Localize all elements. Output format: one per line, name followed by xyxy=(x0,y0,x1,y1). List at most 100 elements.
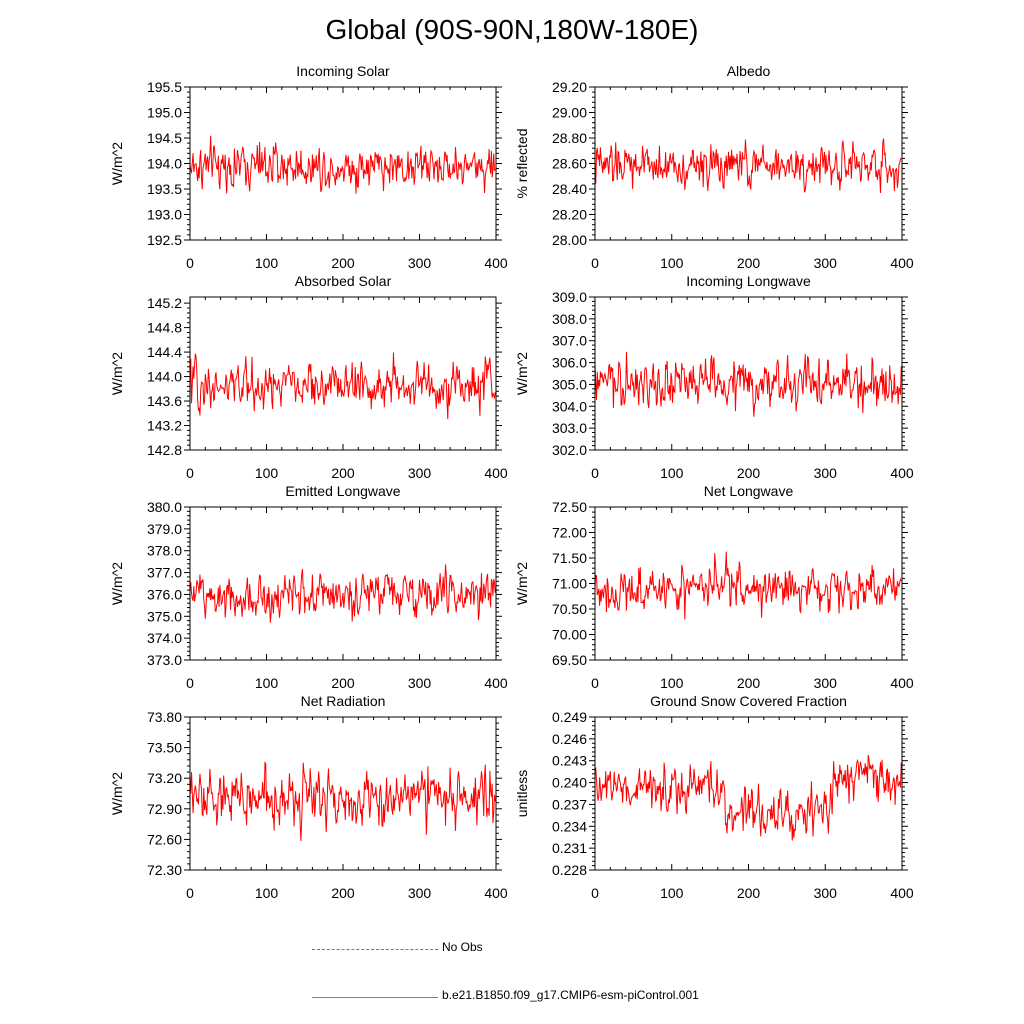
legend-label-no-obs: No Obs xyxy=(442,940,483,954)
panel-ground-snow-covered-fraction-xtick-label: 300 xyxy=(814,885,838,901)
panel-incoming-solar-ytick-label: 195.0 xyxy=(147,105,182,121)
panel-incoming-longwave-ytick-label: 307.0 xyxy=(552,333,587,349)
panel-emitted-longwave-xtick-label: 400 xyxy=(484,675,508,691)
panel-incoming-solar-ytick-label: 193.0 xyxy=(147,207,182,223)
panel-albedo-ylabel: % reflected xyxy=(514,128,530,198)
panel-incoming-solar-series-line xyxy=(189,135,496,194)
panel-net-radiation-ytick-label: 73.20 xyxy=(147,770,182,786)
panel-albedo-series-line xyxy=(594,138,902,194)
panel-incoming-solar-ytick-label: 193.5 xyxy=(147,181,182,197)
panel-ground-snow-covered-fraction-series-line xyxy=(594,754,902,841)
panel-net-radiation-xtick-label: 200 xyxy=(331,885,355,901)
panel-ground-snow-covered-fraction-ytick-label: 0.228 xyxy=(552,862,587,878)
panel-net-longwave-xtick-label: 400 xyxy=(890,675,914,691)
panel-net-radiation-xtick-label: 400 xyxy=(484,885,508,901)
panel-ground-snow-covered-fraction-ylabel: unitless xyxy=(514,770,530,817)
panel-emitted-longwave-xtick-label: 100 xyxy=(255,675,279,691)
panel-emitted-longwave-xtick-label: 300 xyxy=(408,675,432,691)
panel-albedo-ytick-label: 29.00 xyxy=(552,105,587,121)
panel-emitted-longwave-ytick-label: 379.0 xyxy=(147,521,182,537)
panel-net-longwave-xtick-label: 0 xyxy=(591,675,599,691)
panel-incoming-solar-title: Incoming Solar xyxy=(296,63,390,79)
panel-ground-snow-covered-fraction-xtick-label: 200 xyxy=(737,885,761,901)
panel-net-radiation-ytick-label: 72.90 xyxy=(147,801,182,817)
panel-incoming-longwave-title: Incoming Longwave xyxy=(686,273,811,289)
panel-net-longwave-ytick-label: 72.00 xyxy=(552,525,587,541)
figure-title: Global (90S-90N,180W-180E) xyxy=(325,14,699,45)
panel-emitted-longwave-ytick-label: 380.0 xyxy=(147,499,182,515)
panel-absorbed-solar-xtick-label: 400 xyxy=(484,465,508,481)
panel-emitted-longwave-xtick-label: 200 xyxy=(331,675,355,691)
panel-net-longwave-series-line xyxy=(594,551,902,620)
panel-incoming-longwave-xtick-label: 400 xyxy=(890,465,914,481)
panel-albedo-xtick-label: 200 xyxy=(737,255,761,271)
panel-net-radiation-ytick-label: 72.60 xyxy=(147,831,182,847)
panel-net-longwave-ylabel: W/m^2 xyxy=(514,562,530,605)
panel-incoming-solar-xtick-label: 400 xyxy=(484,255,508,271)
panel-absorbed-solar-ytick-label: 145.2 xyxy=(147,295,182,311)
panel-incoming-solar-ytick-label: 192.5 xyxy=(147,232,182,248)
panel-absorbed-solar-xtick-label: 300 xyxy=(408,465,432,481)
panel-ground-snow-covered-fraction-ytick-label: 0.240 xyxy=(552,775,587,791)
panel-incoming-longwave-ytick-label: 305.0 xyxy=(552,376,587,392)
panel-incoming-solar: Incoming Solar W/m^2 0 100 200 300 400 192.5 193… xyxy=(109,63,508,271)
panel-incoming-longwave-ytick-label: 303.0 xyxy=(552,420,587,436)
panel-albedo-xtick-label: 100 xyxy=(660,255,684,271)
panel-ground-snow-covered-fraction-ytick-label: 0.249 xyxy=(552,709,587,725)
panel-emitted-longwave-xtick-label: 0 xyxy=(186,675,194,691)
panel-net-radiation-ytick-label: 72.30 xyxy=(147,862,182,878)
panel-absorbed-solar-xtick-label: 0 xyxy=(186,465,194,481)
panel-net-longwave: Net Longwave W/m^2 0 100 200 300 400 69.50 70.00… xyxy=(514,483,914,691)
panel-incoming-longwave-ytick-label: 309.0 xyxy=(552,289,587,305)
panel-absorbed-solar-ytick-label: 144.4 xyxy=(147,344,182,360)
panel-incoming-longwave-xtick-label: 0 xyxy=(591,465,599,481)
panel-albedo-ytick-label: 29.20 xyxy=(552,79,587,95)
panel-net-radiation-title: Net Radiation xyxy=(301,693,386,709)
panel-absorbed-solar-title: Absorbed Solar xyxy=(295,273,392,289)
panel-absorbed-solar-ytick-label: 142.8 xyxy=(147,442,182,458)
panel-emitted-longwave-title: Emitted Longwave xyxy=(285,483,400,499)
panel-ground-snow-covered-fraction-title: Ground Snow Covered Fraction xyxy=(650,693,847,709)
panel-incoming-longwave-ytick-label: 304.0 xyxy=(552,398,587,414)
panel-net-longwave-xtick-label: 200 xyxy=(737,675,761,691)
panel-incoming-longwave-ytick-label: 302.0 xyxy=(552,442,587,458)
panel-incoming-longwave-ytick-label: 306.0 xyxy=(552,355,587,371)
panel-incoming-solar-ytick-label: 194.0 xyxy=(147,156,182,172)
panel-albedo-ytick-label: 28.80 xyxy=(552,130,587,146)
panel-net-longwave-ytick-label: 71.50 xyxy=(552,550,587,566)
legend-line-dashed xyxy=(312,949,438,950)
panel-absorbed-solar-ytick-label: 143.6 xyxy=(147,393,182,409)
panel-incoming-solar-ylabel: W/m^2 xyxy=(109,142,125,185)
panel-incoming-longwave: Incoming Longwave W/m^2 0 100 200 300 400 302.0… xyxy=(514,273,914,481)
panel-net-radiation-ylabel: W/m^2 xyxy=(109,772,125,815)
panel-albedo-xtick-label: 300 xyxy=(814,255,838,271)
panel-net-longwave-xtick-label: 100 xyxy=(660,675,684,691)
panel-albedo-ytick-label: 28.40 xyxy=(552,181,587,197)
panel-ground-snow-covered-fraction-ytick-label: 0.231 xyxy=(552,840,587,856)
panel-net-longwave-ytick-label: 69.50 xyxy=(552,652,587,668)
panel-emitted-longwave-ytick-label: 375.0 xyxy=(147,608,182,624)
panel-albedo-xtick-label: 400 xyxy=(890,255,914,271)
panel-net-radiation-series-line xyxy=(189,761,496,841)
panel-absorbed-solar-xtick-label: 100 xyxy=(255,465,279,481)
panel-net-radiation: Net Radiation W/m^2 0 100 200 300 400 72.30 72.6… xyxy=(109,693,508,901)
panel-incoming-solar-xtick-label: 100 xyxy=(255,255,279,271)
panel-ground-snow-covered-fraction-xtick-label: 100 xyxy=(660,885,684,901)
panel-ground-snow-covered-fraction-ytick-label: 0.243 xyxy=(552,753,587,769)
panel-absorbed-solar-ytick-label: 143.2 xyxy=(147,418,182,434)
legend-label-control-run: b.e21.B1850.f09_g17.CMIP6-esm-piControl.… xyxy=(442,988,699,1002)
panel-net-longwave-ytick-label: 70.50 xyxy=(552,601,587,617)
panel-incoming-longwave-series-line xyxy=(594,351,902,417)
panel-albedo-title: Albedo xyxy=(727,63,771,79)
panel-emitted-longwave-ytick-label: 377.0 xyxy=(147,565,182,581)
panel-net-longwave-ytick-label: 72.50 xyxy=(552,499,587,515)
panel-incoming-longwave-ylabel: W/m^2 xyxy=(514,352,530,395)
panel-incoming-longwave-xtick-label: 100 xyxy=(660,465,684,481)
panel-albedo-xtick-label: 0 xyxy=(591,255,599,271)
panel-incoming-solar-ytick-label: 195.5 xyxy=(147,79,182,95)
panel-ground-snow-covered-fraction-ytick-label: 0.237 xyxy=(552,796,587,812)
panel-ground-snow-covered-fraction-xtick-label: 0 xyxy=(591,885,599,901)
panel-incoming-longwave-xtick-label: 300 xyxy=(814,465,838,481)
panel-incoming-solar-xtick-label: 300 xyxy=(408,255,432,271)
